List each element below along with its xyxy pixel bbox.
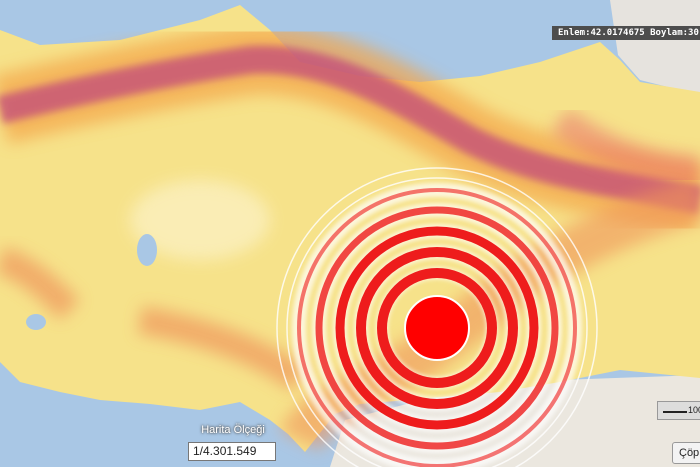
scale-title: Harita Ölçeği [201, 424, 265, 436]
lake [137, 234, 157, 266]
neighbor-land [610, 0, 700, 95]
coordinate-display: Enlem:42.0174675 Boylam:30.7 [552, 26, 700, 40]
scale-input[interactable]: 1/4.301.549 [188, 442, 276, 461]
scale-bar: 100 [657, 401, 700, 420]
scale-label: 100 [688, 405, 700, 415]
scale-line [663, 411, 687, 413]
hazard-zones [0, 24, 700, 452]
lake [26, 314, 46, 330]
epicenter-rings [276, 167, 598, 467]
clear-button[interactable]: Çöp [672, 442, 700, 464]
